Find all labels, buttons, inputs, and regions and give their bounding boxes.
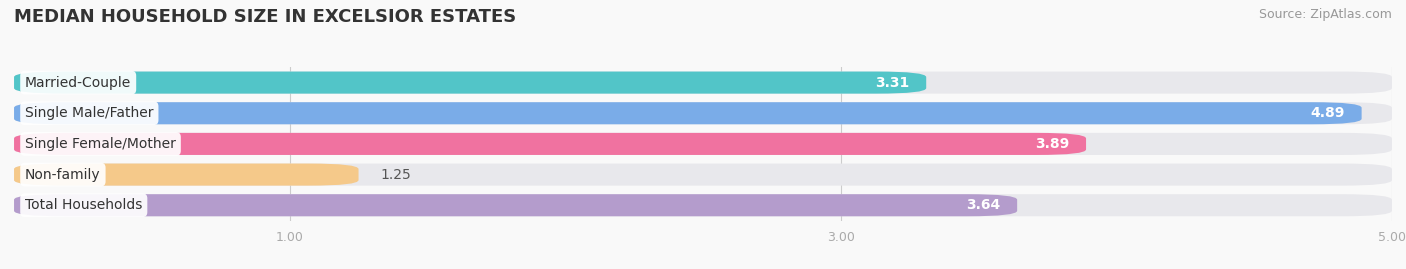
Text: MEDIAN HOUSEHOLD SIZE IN EXCELSIOR ESTATES: MEDIAN HOUSEHOLD SIZE IN EXCELSIOR ESTAT… <box>14 8 516 26</box>
Text: 3.64: 3.64 <box>966 198 1001 212</box>
FancyBboxPatch shape <box>14 164 1392 186</box>
Text: 3.89: 3.89 <box>1035 137 1070 151</box>
Text: 3.31: 3.31 <box>876 76 910 90</box>
FancyBboxPatch shape <box>14 194 1392 216</box>
Text: Married-Couple: Married-Couple <box>25 76 131 90</box>
FancyBboxPatch shape <box>14 194 1017 216</box>
Text: Total Households: Total Households <box>25 198 142 212</box>
Text: Source: ZipAtlas.com: Source: ZipAtlas.com <box>1258 8 1392 21</box>
Text: Non-family: Non-family <box>25 168 101 182</box>
FancyBboxPatch shape <box>14 72 927 94</box>
FancyBboxPatch shape <box>14 164 359 186</box>
Text: Single Female/Mother: Single Female/Mother <box>25 137 176 151</box>
FancyBboxPatch shape <box>14 102 1392 124</box>
FancyBboxPatch shape <box>14 102 1361 124</box>
Text: 4.89: 4.89 <box>1310 106 1346 120</box>
FancyBboxPatch shape <box>14 133 1085 155</box>
Text: Single Male/Father: Single Male/Father <box>25 106 153 120</box>
FancyBboxPatch shape <box>14 72 1392 94</box>
FancyBboxPatch shape <box>14 133 1392 155</box>
Text: 1.25: 1.25 <box>381 168 412 182</box>
